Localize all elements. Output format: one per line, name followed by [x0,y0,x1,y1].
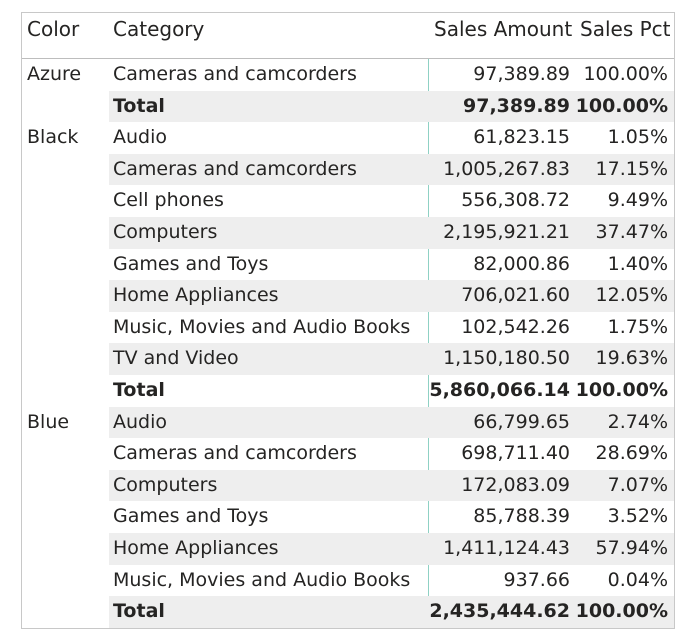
row-band [109,469,674,502]
row-sales-pct-cell: 1.75% [607,315,668,338]
row-category-cell: Cell phones [113,189,224,212]
row-band [109,153,674,186]
row-sales-amount-cell: 556,308.72 [461,189,570,212]
row-sales-amount-cell: 706,021.60 [461,284,570,307]
column-header-color[interactable]: Color [27,17,80,41]
row-category-cell: Total [113,600,165,623]
row-band [109,343,674,375]
row-sales-amount-cell: 1,150,180.50 [443,347,570,370]
row-sales-pct-cell: 100.00% [575,94,668,117]
row-sales-pct-cell: 7.07% [607,473,668,496]
row-band [109,596,674,628]
row-sales-amount-cell: 82,000.86 [473,252,570,275]
row-sales-amount-cell: 937.66 [503,568,570,591]
table-row[interactable]: Black Audio 61,823.15 1.05% [22,122,674,154]
row-category-cell: Computers [113,473,218,496]
row-sales-pct-cell: 1.05% [607,126,668,149]
row-band [109,216,674,249]
table-row[interactable]: Cell phones 556,308.72 9.49% [22,185,674,217]
row-band [109,406,674,439]
row-category-cell: Total [113,94,165,117]
column-header-category[interactable]: Category [113,17,205,41]
table-row[interactable]: Games and Toys 85,788.39 3.52% [22,501,674,533]
table-body: Azure Cameras and camcorders 97,389.89 100.… [22,59,674,628]
table-row[interactable]: Music, Movies and Audio Books 937.66 0.04% [22,565,674,597]
row-sales-pct-cell: 12.05% [595,284,668,307]
row-sales-pct-cell: 57.94% [595,536,668,559]
table-row[interactable]: TV and Video 1,150,180.50 19.63% [22,343,674,375]
row-sales-amount-cell: 2,195,921.21 [443,220,570,243]
table-row[interactable]: Azure Cameras and camcorders 97,389.89 100.… [22,59,674,91]
row-category-cell: Games and Toys [113,505,269,528]
table-row[interactable]: Home Appliances 706,021.60 12.05% [22,280,674,312]
row-sales-pct-cell: 100.00% [575,600,668,623]
row-sales-amount-cell: 66,799.65 [473,410,570,433]
row-sales-amount-cell: 97,389.89 [463,94,570,117]
row-sales-pct-cell: 3.52% [607,505,668,528]
row-sales-amount-cell: 1,005,267.83 [443,157,570,180]
row-category-cell: Cameras and camcorders [113,63,357,85]
row-category-cell: Home Appliances [113,536,279,559]
row-sales-pct-cell: 19.63% [595,347,668,370]
row-sales-pct-cell: 2.74% [607,410,668,433]
row-color-cell: Azure [27,63,82,85]
total-row[interactable]: Total 97,389.89 100.00% [22,90,674,123]
row-category-cell: Cameras and camcorders [113,157,357,180]
row-sales-pct-cell: 100.00% [583,63,668,85]
row-band [109,532,674,565]
table-row[interactable]: Cameras and camcorders 698,711.40 28.69% [22,438,674,470]
row-sales-pct-cell: 28.69% [595,442,668,465]
table-row[interactable]: Music, Movies and Audio Books 102,542.26 1… [22,312,674,344]
row-category-cell: Total [113,378,165,401]
row-color-cell: Black [27,126,79,149]
row-sales-pct-cell: 1.40% [607,252,668,275]
row-category-cell: Music, Movies and Audio Books [113,315,411,338]
table-row[interactable]: Computers 172,083.09 7.07% [22,469,674,502]
table-row[interactable]: Blue Audio 66,799.65 2.74% [22,406,674,439]
row-category-cell: Audio [113,410,168,433]
table-header: Color Category Sales Amount Sales Pct [22,13,674,59]
row-sales-amount-cell: 102,542.26 [461,315,570,338]
row-sales-amount-cell: 2,435,444.62 [429,600,570,623]
row-color-cell: Blue [27,410,70,433]
row-category-cell: Cameras and camcorders [113,442,357,465]
row-category-cell: Games and Toys [113,252,269,275]
total-row[interactable]: Total 2,435,444.62 100.00% [22,596,674,628]
table-row[interactable]: Games and Toys 82,000.86 1.40% [22,249,674,281]
row-category-cell: Home Appliances [113,284,279,307]
row-category-cell: Audio [113,126,168,149]
table-row[interactable]: Computers 2,195,921.21 37.47% [22,216,674,249]
row-band [109,90,674,123]
row-sales-amount-cell: 1,411,124.43 [443,536,570,559]
row-sales-amount-cell: 172,083.09 [461,473,570,496]
row-category-cell: Computers [113,220,218,243]
row-sales-amount-cell: 61,823.15 [473,126,570,149]
total-row[interactable]: Total 5,860,066.14 100.00% [22,375,674,407]
row-sales-pct-cell: 37.47% [595,220,668,243]
row-band [109,280,674,312]
column-header-sales-amount[interactable]: Sales Amount [434,17,573,41]
row-sales-pct-cell: 9.49% [607,189,668,212]
matrix-visual: Color Category Sales Amount Sales Pct Az… [21,12,675,629]
row-sales-amount-cell: 85,788.39 [473,505,570,528]
row-category-cell: TV and Video [113,347,239,370]
row-sales-amount-cell: 698,711.40 [461,442,570,465]
row-sales-pct-cell: 0.04% [607,568,668,591]
row-band [109,122,674,154]
row-sales-amount-cell: 97,389.89 [473,63,570,85]
row-sales-pct-cell: 100.00% [575,378,668,401]
table-row[interactable]: Home Appliances 1,411,124.43 57.94% [22,532,674,565]
row-sales-pct-cell: 17.15% [595,157,668,180]
column-header-sales-pct[interactable]: Sales Pct [580,17,671,41]
row-category-cell: Music, Movies and Audio Books [113,568,411,591]
row-sales-amount-cell: 5,860,066.14 [429,378,570,401]
table-row[interactable]: Cameras and camcorders 1,005,267.83 17.15% [22,153,674,186]
